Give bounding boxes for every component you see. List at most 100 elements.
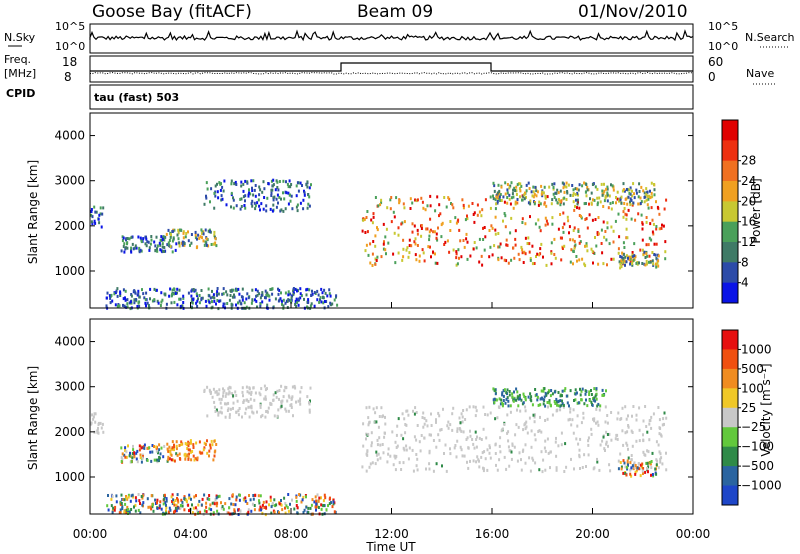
echo-cell bbox=[232, 406, 234, 410]
echo-cell bbox=[569, 389, 572, 393]
echo-cell bbox=[151, 450, 154, 454]
echo-cell bbox=[435, 462, 438, 466]
echo-cell bbox=[579, 393, 582, 397]
echo-cell bbox=[262, 207, 265, 211]
echo-cell bbox=[601, 189, 604, 193]
echo-cell bbox=[402, 437, 405, 441]
echo-cell bbox=[246, 292, 249, 296]
echo-cell bbox=[465, 232, 468, 236]
echo-cell bbox=[475, 246, 478, 250]
echo-region-5 bbox=[361, 194, 668, 268]
echo-cell bbox=[283, 496, 286, 500]
echo-cell bbox=[416, 424, 419, 427]
echo-cell bbox=[187, 444, 190, 448]
echo-cell bbox=[531, 456, 534, 460]
echo-cell bbox=[559, 199, 562, 203]
time-axis: 00:00 04:00 08:00 12:00 16:00 20:00 00:00 bbox=[73, 302, 710, 541]
echo-cell bbox=[251, 204, 254, 208]
echo-cell bbox=[333, 510, 336, 514]
echo-cell bbox=[251, 298, 254, 302]
echo-cell bbox=[266, 387, 268, 391]
echo-cell bbox=[414, 253, 417, 257]
echo-cell bbox=[362, 217, 365, 221]
echo-cell bbox=[248, 494, 250, 497]
echo-cell bbox=[606, 263, 608, 267]
echo-cell bbox=[649, 222, 652, 226]
echo-cell bbox=[169, 245, 172, 248]
echo-cell bbox=[245, 385, 248, 389]
echo-cell bbox=[271, 502, 274, 505]
echo-cell bbox=[500, 199, 503, 202]
echo-cell bbox=[299, 390, 302, 394]
echo-cell bbox=[302, 198, 305, 202]
echo-cell bbox=[544, 216, 547, 220]
echo-cell bbox=[244, 199, 246, 203]
echo-cell bbox=[495, 463, 497, 467]
echo-cell bbox=[193, 289, 196, 293]
echo-cell bbox=[211, 395, 214, 399]
echo-cell bbox=[576, 206, 578, 210]
echo-cell bbox=[598, 408, 601, 412]
echo-cell bbox=[236, 399, 239, 403]
echo-cell bbox=[251, 189, 254, 192]
echo-cell bbox=[494, 388, 496, 392]
echo-cell bbox=[584, 389, 587, 393]
echo-cell bbox=[184, 442, 187, 445]
echo-cell bbox=[646, 203, 649, 207]
echo-cell bbox=[544, 468, 547, 472]
echo-cell bbox=[514, 433, 517, 437]
echo-cell bbox=[500, 398, 503, 402]
echo-cell bbox=[196, 511, 199, 515]
echo-cell bbox=[571, 184, 574, 187]
echo-cell bbox=[572, 192, 575, 196]
echo-cell bbox=[585, 244, 588, 248]
echo-cell bbox=[300, 500, 303, 504]
echo-cell bbox=[163, 246, 166, 249]
echo-cell bbox=[253, 508, 256, 512]
echo-cell bbox=[533, 415, 536, 419]
echo-cell bbox=[496, 200, 499, 203]
echo-cell bbox=[498, 245, 501, 249]
echo-cell bbox=[140, 460, 143, 464]
echo-cell bbox=[258, 204, 261, 208]
echo-cell bbox=[632, 182, 635, 186]
echo-cell bbox=[280, 404, 283, 408]
echo-cell bbox=[227, 401, 230, 405]
echo-cell bbox=[175, 242, 178, 246]
colorbar-swatch bbox=[722, 485, 738, 506]
echo-cell bbox=[450, 202, 452, 205]
echo-cell bbox=[268, 294, 271, 298]
echo-cell bbox=[159, 500, 162, 504]
echo-cell bbox=[555, 400, 558, 404]
echo-cell bbox=[156, 501, 158, 505]
echo-cell bbox=[626, 443, 629, 447]
echo-cell bbox=[296, 203, 299, 207]
echo-cell bbox=[233, 182, 236, 186]
echo-cell bbox=[161, 242, 164, 246]
echo-cell bbox=[161, 236, 164, 240]
echo-cell bbox=[196, 508, 199, 512]
echo-cell bbox=[468, 405, 471, 409]
colorbar-tick-label: −1000 bbox=[741, 479, 782, 493]
echo-cell bbox=[550, 251, 553, 255]
freq-panel: Freq. [MHz] CPID 18 8 60 0 Nave bbox=[4, 53, 775, 100]
echo-cell bbox=[580, 421, 583, 425]
echo-cell bbox=[605, 430, 608, 434]
echo-cell bbox=[594, 218, 597, 221]
echo-cell bbox=[271, 188, 274, 192]
echo-cell bbox=[240, 180, 243, 184]
echo-cell bbox=[251, 186, 253, 190]
cpid-label: CPID bbox=[6, 87, 35, 100]
echo-cell bbox=[308, 408, 311, 412]
echo-cell bbox=[322, 295, 324, 299]
echo-cell bbox=[311, 292, 314, 296]
echo-cell bbox=[258, 391, 261, 395]
echo-cell bbox=[221, 197, 224, 201]
echo-cell bbox=[293, 507, 296, 511]
x-tick-label: 04:00 bbox=[173, 527, 208, 541]
echo-cell bbox=[200, 231, 203, 235]
echo-cell bbox=[158, 448, 161, 452]
echo-cell bbox=[602, 394, 605, 397]
echo-cell bbox=[515, 398, 518, 402]
echo-cell bbox=[551, 198, 554, 202]
